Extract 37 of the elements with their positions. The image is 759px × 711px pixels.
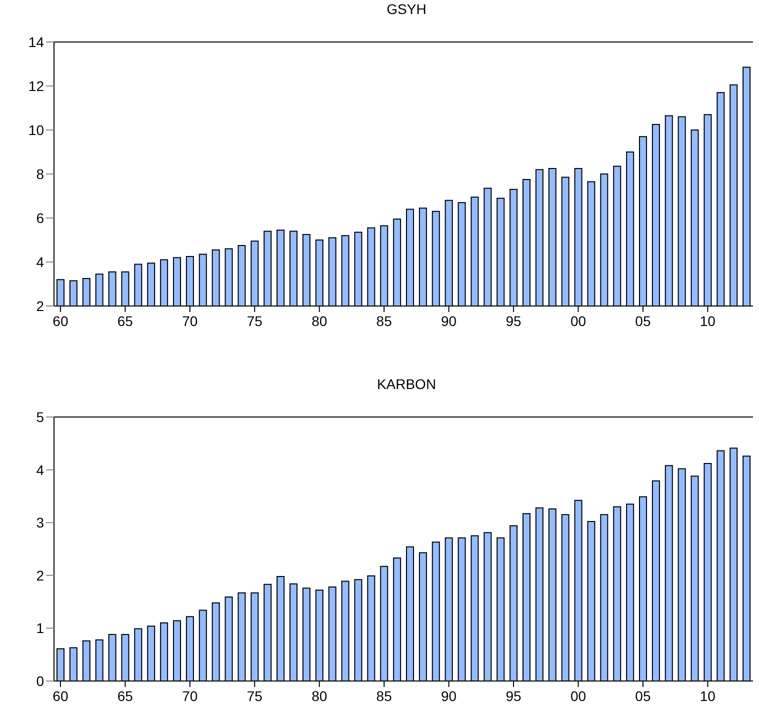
x-tick-label: 00	[570, 313, 586, 329]
y-tick-label: 2	[36, 567, 44, 584]
x-tick-label: 85	[376, 313, 392, 329]
x-tick-label: 65	[117, 313, 134, 329]
x-tick-label: 70	[182, 688, 198, 704]
x-tick-label: 90	[441, 688, 457, 704]
y-tick-label: 3	[36, 514, 44, 531]
y-tick-label: 2	[36, 298, 44, 314]
x-tick-label: 60	[52, 313, 68, 329]
chart-title: KARBON	[376, 376, 438, 392]
x-tick-label: 10	[700, 313, 716, 329]
y-tick-label: 4	[36, 462, 44, 478]
y-tick-label: 1	[36, 620, 44, 636]
x-tick-label: 85	[376, 688, 392, 704]
x-tick-label: 75	[246, 313, 263, 329]
y-tick-label: 4	[36, 254, 44, 270]
x-tick-label: 80	[312, 313, 328, 329]
x-tick-label: 65	[117, 688, 134, 704]
x-tick-label: 80	[312, 688, 328, 704]
x-tick-label: 90	[441, 313, 457, 329]
y-tick-label: 0	[36, 672, 44, 689]
x-tick-label: 70	[182, 313, 198, 329]
x-tick-label: 05	[635, 313, 651, 329]
x-tick-label: 60	[52, 688, 68, 704]
x-tick-label: 95	[506, 688, 522, 704]
chart-title: GSYH	[386, 1, 428, 17]
x-tick-label: 75	[246, 688, 263, 704]
x-tick-label: 95	[506, 313, 522, 329]
y-tick-label: 12	[28, 78, 44, 94]
y-tick-label: 8	[36, 166, 44, 182]
x-tick-label: 05	[635, 688, 651, 704]
x-tick-label: 10	[700, 688, 716, 704]
y-tick-label: 14	[28, 34, 44, 50]
y-tick-label: 6	[36, 210, 44, 226]
y-tick-label: 10	[28, 122, 44, 138]
y-tick-label: 5	[36, 408, 44, 425]
x-tick-label: 00	[570, 688, 586, 704]
